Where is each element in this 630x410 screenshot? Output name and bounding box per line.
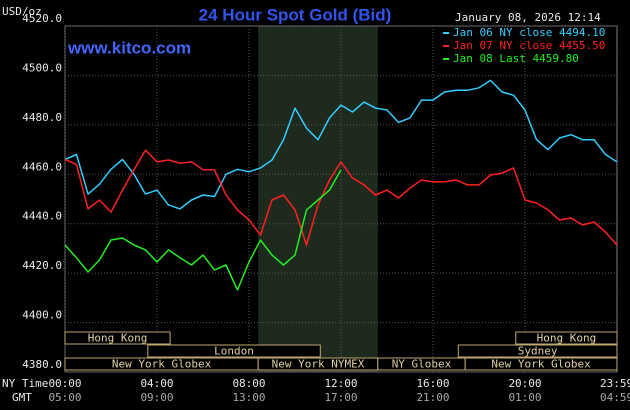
x-tick-label: 04:00 — [140, 377, 173, 390]
legend-entry: Jan 06 NY close 4494.10 — [453, 26, 605, 39]
series-line — [64, 169, 342, 291]
session-box — [457, 344, 618, 358]
y-tick-label: 4440.0 — [22, 210, 62, 223]
series-line — [64, 149, 618, 246]
x-tick-label: 20:00 — [508, 377, 541, 390]
session-box — [515, 331, 618, 345]
x-tick-label: 08:00 — [232, 377, 265, 390]
legend-entry: Jan 08 Last 4459.80 — [453, 52, 579, 65]
unit-label: USD/oz — [2, 5, 42, 18]
timestamp: January 08, 2026 12:14 — [455, 11, 601, 24]
x2-tick-label: 05:00 — [48, 391, 81, 404]
session-label: New York Globex — [112, 358, 212, 371]
y-tick-label: 4500.0 — [22, 61, 62, 74]
x2-tick-label: 01:00 — [508, 391, 541, 404]
x2-tick-label: 13:00 — [232, 391, 265, 404]
x-tick-label: 23:59 — [600, 377, 630, 390]
y-tick-label: 4480.0 — [22, 111, 62, 124]
y-tick-label: 4380.0 — [22, 358, 62, 371]
y-tick-label: 4520.0 — [22, 12, 62, 25]
x-tick-label: 00:00 — [48, 377, 81, 390]
x2-tick-label: 04:59 — [600, 391, 630, 404]
session-label: New York NYMEX — [272, 358, 365, 371]
y-tick-label: 4400.0 — [22, 309, 62, 322]
x2-axis-label: GMT — [12, 391, 32, 404]
session-label: Hong Kong — [537, 332, 597, 345]
highlight-band — [258, 26, 378, 372]
website: www.kitco.com — [67, 38, 191, 57]
y-tick-label: 4460.0 — [22, 160, 62, 173]
series-line — [64, 79, 618, 210]
y-tick-label: 4420.0 — [22, 259, 62, 272]
session-label: New York Globex — [491, 358, 591, 371]
legend-entry: Jan 07 NY close 4455.50 — [453, 39, 605, 52]
session-box — [64, 331, 171, 345]
x-tick-label: 12:00 — [324, 377, 357, 390]
x2-tick-label: 21:00 — [416, 391, 449, 404]
session-box — [464, 357, 618, 371]
chart-title: 24 Hour Spot Gold (Bid) — [199, 5, 392, 24]
session-box — [147, 344, 321, 358]
session-label: NY Globex — [392, 358, 452, 371]
session-label: Sydney — [518, 345, 558, 358]
session-label: Hong Kong — [88, 332, 148, 345]
x-tick-label: 16:00 — [416, 377, 449, 390]
x-axis-label: NY Time — [2, 377, 48, 390]
session-label: London — [214, 345, 254, 358]
x2-tick-label: 09:00 — [140, 391, 173, 404]
x2-tick-label: 17:00 — [324, 391, 357, 404]
